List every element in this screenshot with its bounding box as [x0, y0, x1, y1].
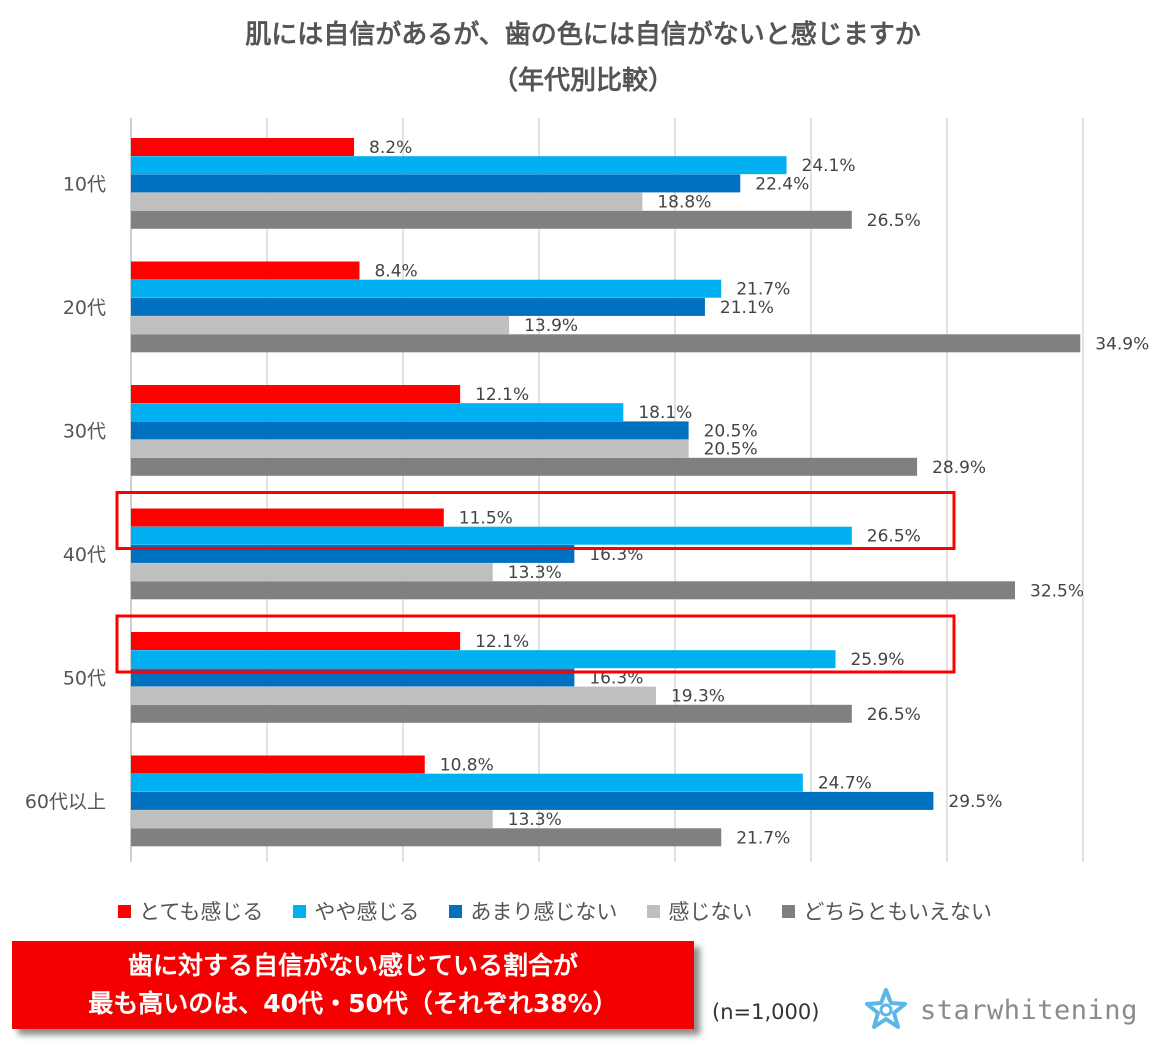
value-label: 32.5%: [1030, 581, 1084, 601]
legend-label: 感じない: [668, 900, 753, 924]
legend: とても感じる やや感じる あまり感じない 感じない どちらともいえない: [118, 896, 992, 926]
legend-label: とても感じる: [139, 900, 264, 924]
value-label: 34.9%: [1095, 334, 1149, 354]
bar: [131, 650, 836, 669]
value-label: 8.2%: [369, 138, 412, 158]
bars: [131, 138, 1081, 847]
bar: [131, 810, 493, 829]
bar-chart: 10代8.2%24.1%22.4%18.8%26.5%20代8.4%21.7%2…: [25, 118, 1149, 862]
bar: [131, 704, 852, 723]
star-logo-icon: [865, 988, 907, 1029]
bar: [131, 755, 425, 774]
legend-swatch: [647, 904, 661, 918]
labels: 10代8.2%24.1%22.4%18.8%26.5%20代8.4%21.7%2…: [25, 138, 1149, 848]
value-label: 13.9%: [524, 316, 578, 336]
bar: [131, 261, 360, 280]
legend-item: やや感じる: [293, 896, 419, 926]
brand-logo: starwhitening: [862, 986, 1138, 1034]
bar: [131, 316, 510, 335]
value-label: 12.1%: [475, 385, 529, 405]
category-label: 50代: [63, 667, 106, 689]
value-label: 18.1%: [638, 403, 692, 423]
category-label: 60代以上: [25, 791, 106, 813]
legend-item: 感じない: [647, 896, 752, 926]
callout-line-2: 最も高いのは、40代・50代（それぞれ38%）: [88, 989, 618, 1018]
chart-title-line-2: （年代別比較）: [491, 66, 674, 96]
bar: [131, 526, 852, 545]
bar: [131, 508, 444, 527]
gridlines: [130, 118, 1084, 862]
value-label: 22.4%: [755, 174, 809, 194]
bar: [131, 174, 741, 193]
callout-line-1: 歯に対する自信がない感じている割合が: [127, 951, 578, 980]
value-label: 12.1%: [475, 632, 529, 652]
legend-swatch: [118, 904, 131, 918]
category-label: 10代: [63, 173, 106, 195]
bar: [131, 773, 803, 792]
value-label: 13.3%: [508, 810, 562, 830]
value-label: 19.3%: [671, 687, 725, 707]
bar: [131, 632, 461, 650]
value-label: 18.8%: [657, 193, 711, 213]
bar: [131, 563, 493, 582]
bar: [131, 334, 1081, 353]
value-label: 11.5%: [459, 509, 513, 529]
bar: [131, 297, 705, 316]
legend-swatch: [782, 904, 796, 918]
bar: [131, 457, 918, 476]
bar: [131, 192, 643, 211]
value-label: 26.5%: [867, 527, 921, 547]
highlight-boxes: [115, 491, 956, 674]
value-label: 26.5%: [867, 705, 921, 725]
callout-box: 歯に対する自信がない感じている割合が 最も高いのは、40代・50代（それぞれ38…: [12, 941, 694, 1029]
bar: [131, 686, 656, 705]
value-label: 20.5%: [704, 440, 758, 460]
legend-label: どちらともいえない: [803, 900, 992, 924]
legend-swatch: [449, 904, 463, 918]
bar: [131, 210, 852, 229]
value-label: 8.4%: [374, 262, 417, 282]
value-label: 25.9%: [850, 650, 904, 670]
category-label: 20代: [63, 297, 106, 319]
bar: [131, 138, 355, 156]
bar: [131, 403, 624, 422]
category-label: 30代: [63, 420, 106, 442]
legend-item: あまり感じない: [449, 896, 617, 926]
value-label: 21.1%: [720, 298, 774, 318]
legend-label: やや感じる: [314, 900, 420, 924]
bar: [131, 385, 461, 403]
value-label: 21.7%: [736, 280, 790, 300]
value-label: 13.3%: [508, 563, 562, 583]
value-label: 10.8%: [440, 756, 494, 776]
highlight-box: [115, 491, 956, 550]
legend-swatch: [293, 904, 307, 918]
bar: [131, 828, 722, 847]
bar: [131, 791, 934, 810]
highlight-box: [115, 614, 956, 674]
chart-title: 肌には自信があるが、歯の色には自信がないと感じますか （年代別比較）: [0, 12, 1166, 104]
bar: [131, 156, 787, 175]
value-label: 29.5%: [948, 792, 1002, 812]
bar: [131, 581, 1015, 600]
value-label: 24.7%: [818, 774, 872, 794]
sample-size-note: (n=1,000): [712, 1000, 820, 1024]
legend-label: あまり感じない: [470, 900, 618, 924]
value-label: 20.5%: [704, 421, 758, 441]
value-label: 28.9%: [932, 458, 986, 478]
value-label: 26.5%: [867, 211, 921, 231]
bar: [131, 439, 689, 458]
value-label: 21.7%: [736, 828, 790, 848]
category-label: 40代: [63, 544, 106, 566]
brand-name: starwhitening: [920, 994, 1138, 1026]
chart-title-line-1: 肌には自信があるが、歯の色には自信がないと感じますか: [245, 20, 921, 50]
value-label: 24.1%: [802, 156, 856, 176]
legend-item: どちらともいえない: [782, 896, 992, 926]
legend-item: とても感じる: [118, 896, 263, 926]
bar: [131, 279, 722, 298]
bar: [131, 421, 689, 440]
